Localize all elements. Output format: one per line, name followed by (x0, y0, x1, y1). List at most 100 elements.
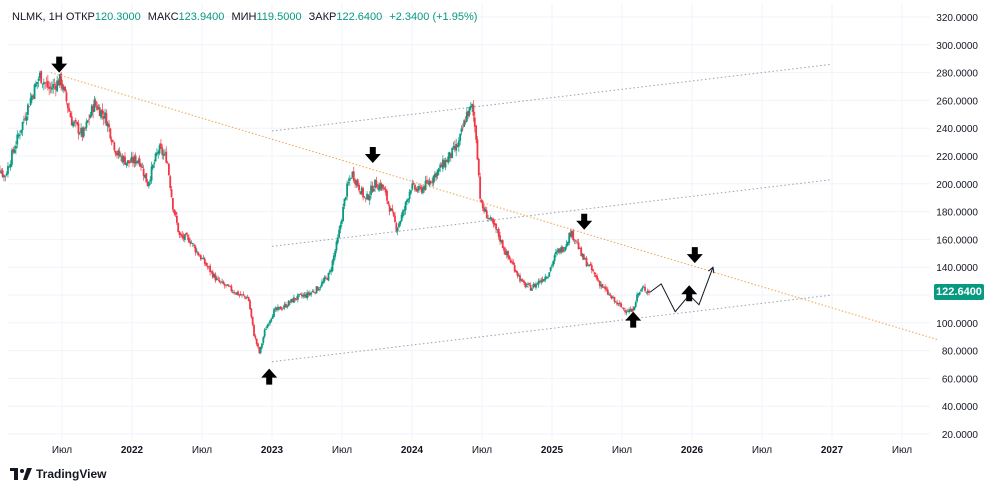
candle-body (70, 116, 73, 126)
candle-body (374, 179, 376, 188)
candle-body (249, 300, 251, 310)
candle-body (528, 283, 531, 285)
candle-body (543, 279, 545, 282)
candle-body (202, 257, 205, 260)
candle-body (235, 292, 238, 295)
candle-body (89, 114, 92, 118)
candle-body (304, 294, 307, 298)
candle-body (146, 182, 149, 187)
candle-body (65, 92, 68, 102)
high-label: МАКС (147, 11, 179, 23)
candle-body (225, 284, 227, 286)
candle-body (368, 195, 371, 201)
candle-body (102, 116, 105, 119)
candle-body (352, 171, 355, 181)
candle-body (109, 128, 112, 139)
candle-body (117, 150, 120, 155)
candle-body (580, 247, 583, 256)
candle-body (181, 234, 184, 237)
candle-body (177, 222, 180, 232)
candle-body (455, 144, 458, 151)
candle-body (628, 309, 630, 313)
candle-body (279, 306, 282, 310)
tradingview-logo[interactable]: TradingView (10, 467, 106, 481)
candle-body (422, 187, 424, 194)
arrow-down-icon (686, 247, 703, 264)
candle-body (479, 176, 482, 199)
candle-body (484, 209, 487, 212)
candle-body (645, 291, 648, 293)
candle-body (410, 190, 412, 193)
candle-body (539, 280, 541, 282)
candle-body (513, 265, 516, 272)
candle-body (11, 150, 13, 165)
candle-body (289, 301, 291, 303)
candle-body (531, 288, 533, 291)
arrow-up-icon (681, 285, 698, 302)
candle-body (330, 269, 333, 272)
candle-body (340, 220, 343, 224)
candle-body (382, 184, 384, 188)
candle-body (473, 117, 476, 127)
candle-body (160, 143, 162, 149)
candle-body (371, 185, 374, 193)
candle-body (501, 240, 504, 249)
candle-body (326, 278, 329, 280)
candle-body (298, 294, 301, 295)
candle-body (72, 122, 75, 127)
candle-body (316, 286, 319, 291)
axis-layer: 320.0000 300.0000 280.0000 260.0000 240.0000… (52, 13, 979, 456)
candle-body (265, 329, 267, 330)
candle-body (641, 287, 644, 290)
candle-body (295, 298, 298, 300)
candle-body (618, 302, 621, 305)
candle-body (545, 277, 548, 279)
arrow-down-icon (364, 147, 381, 163)
candle-body (548, 272, 551, 277)
candle-body (436, 170, 439, 176)
candle-body (138, 158, 141, 166)
candle-body (503, 247, 505, 251)
candle-body (46, 80, 49, 88)
candle-body (37, 78, 40, 81)
y-tick-label: 40.0000 (942, 402, 979, 413)
candle-body (432, 175, 435, 184)
low-label: МИН (231, 11, 257, 23)
candle-body (549, 267, 552, 272)
candle-body (9, 163, 12, 168)
candle-body (133, 156, 136, 164)
tradingview-icon (10, 468, 32, 480)
candle-body (582, 254, 585, 260)
candle-body (73, 121, 76, 123)
candle-body (541, 279, 544, 282)
candle-body (529, 285, 532, 291)
candle-body (0, 172, 3, 173)
candle-body (576, 241, 579, 243)
candle-body (439, 164, 442, 168)
candle-body (441, 159, 444, 169)
candle-body (125, 162, 128, 166)
candle-body (394, 215, 396, 222)
candle-body (282, 307, 285, 309)
candle-body (17, 134, 20, 137)
candle-body (426, 179, 428, 183)
candle-body (383, 187, 386, 190)
candle-body (445, 160, 448, 162)
y-tick-label: 80.0000 (942, 347, 979, 358)
candle-body (523, 280, 525, 283)
candle-body (259, 346, 262, 353)
candle-body (348, 178, 351, 181)
candle-body (93, 99, 96, 112)
candle-body (336, 237, 339, 243)
candle-body (475, 125, 478, 140)
candle-body (124, 156, 126, 165)
candle-body (642, 287, 645, 288)
y-tick-label: 140.0000 (936, 263, 978, 274)
candle-body (96, 105, 98, 110)
candle-body (118, 151, 121, 157)
candle-body (407, 198, 410, 201)
candle-body (291, 298, 294, 303)
candle-body (570, 230, 573, 237)
